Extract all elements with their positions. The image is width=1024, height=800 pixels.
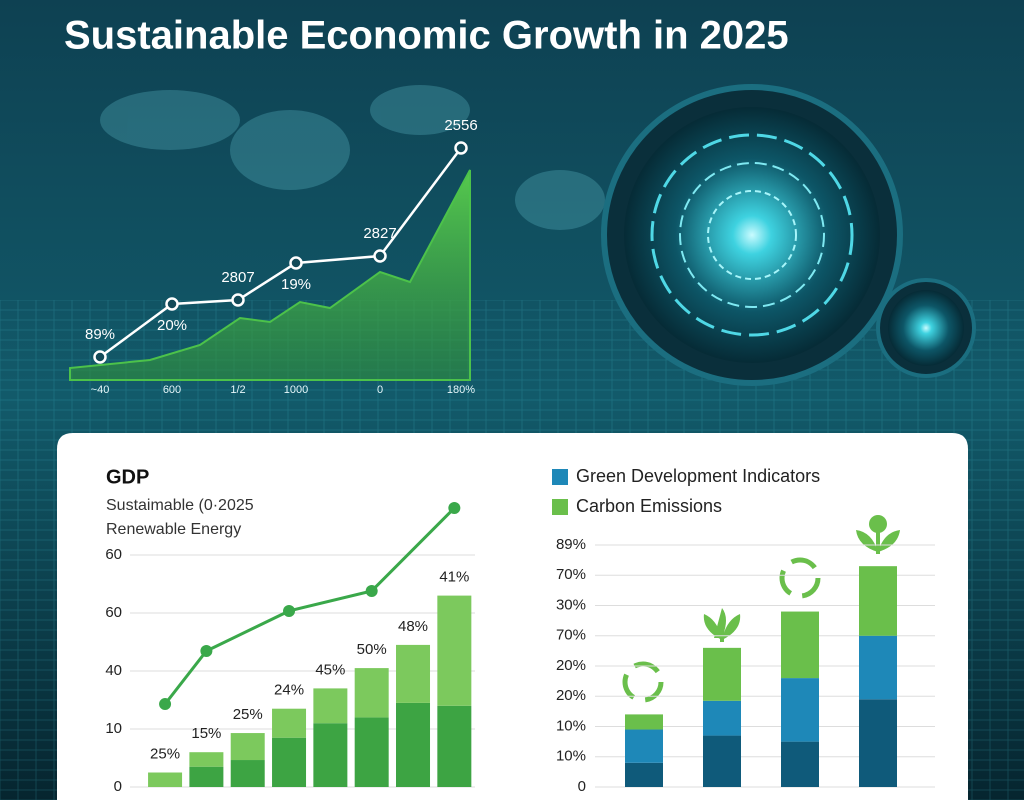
bar-label: 45% xyxy=(315,661,345,678)
legend-swatch xyxy=(552,469,568,485)
y-tick-label: 70% xyxy=(556,566,586,583)
x-tick-label: ~40 xyxy=(91,384,110,396)
point-label: 89% xyxy=(85,326,115,343)
bar-segment xyxy=(859,699,897,787)
point-label: 20% xyxy=(157,317,187,334)
y-tick-label: 70% xyxy=(556,627,586,644)
y-tick-label: 20% xyxy=(556,657,586,674)
y-tick-label: 0 xyxy=(578,778,586,795)
line-point xyxy=(165,297,179,311)
y-tick-label: 20% xyxy=(556,687,586,704)
point-label: 19% xyxy=(281,276,311,293)
bar-segment xyxy=(230,760,265,787)
bar-segment xyxy=(703,735,741,787)
card xyxy=(57,433,968,800)
bar-segment xyxy=(148,772,183,787)
line-point xyxy=(448,502,461,515)
legend-swatch xyxy=(552,499,568,515)
line xyxy=(99,147,462,359)
bar-segment xyxy=(625,729,663,763)
legend-label: Carbon Emissions xyxy=(576,496,722,516)
bar-label: 48% xyxy=(398,618,428,635)
bar-segment xyxy=(859,635,897,700)
y-tick-label: 10% xyxy=(556,717,586,734)
bar-segment xyxy=(230,733,265,761)
bar-segment xyxy=(859,566,897,636)
bar-segment xyxy=(437,595,472,706)
line-point xyxy=(231,293,245,307)
line-point xyxy=(283,604,296,617)
line-point xyxy=(93,350,107,364)
bar-segment xyxy=(189,766,224,787)
bar-label: 41% xyxy=(439,569,469,586)
x-tick-label: 180% xyxy=(447,384,475,396)
y-tick-label: 89% xyxy=(556,536,586,553)
bar-segment xyxy=(781,741,819,787)
point-label: 2827 xyxy=(363,225,396,242)
bar-label: 24% xyxy=(274,682,304,699)
bar-segment xyxy=(313,688,348,724)
bar-segment xyxy=(272,737,307,787)
bar-segment xyxy=(354,668,389,718)
eco-icons xyxy=(622,515,900,703)
y-tick-label: 40 xyxy=(105,662,122,679)
world-map xyxy=(100,85,605,230)
point-label: 2556 xyxy=(444,117,477,134)
chart-subtitle: Sustaimable (0·2025 xyxy=(106,497,254,514)
bar-segment xyxy=(437,705,472,787)
area xyxy=(69,169,471,381)
bar-segment xyxy=(781,678,819,742)
line-point xyxy=(159,698,172,711)
bar-segment xyxy=(703,647,741,701)
y-tick-label: 0 xyxy=(114,778,122,795)
bar-label: 50% xyxy=(357,641,387,658)
bar-segment xyxy=(703,700,741,736)
line-point xyxy=(200,644,213,657)
chart-title: GDP xyxy=(106,466,149,488)
bar-segment xyxy=(625,762,663,787)
bar-segment xyxy=(272,708,307,738)
bar-segment xyxy=(781,611,819,679)
chart-caption: Renewable Energy xyxy=(106,521,241,538)
y-tick-label: 10% xyxy=(556,748,586,765)
tech-orb xyxy=(601,84,976,386)
bar-segment xyxy=(396,644,431,703)
x-tick-label: 1/2 xyxy=(230,384,245,396)
legend-label: Green Development Indicators xyxy=(576,466,820,486)
bar-label: 25% xyxy=(233,706,263,723)
bar-segment xyxy=(625,714,663,730)
x-tick-label: 600 xyxy=(163,384,181,396)
bar-segment xyxy=(189,752,224,767)
bar-segment xyxy=(313,723,348,787)
x-tick-label: 1000 xyxy=(284,384,308,396)
y-tick-label: 60 xyxy=(105,546,122,563)
y-tick-label: 10 xyxy=(105,720,122,737)
y-tick-label: 60 xyxy=(105,604,122,621)
bar-label: 15% xyxy=(191,725,221,742)
line-point xyxy=(373,249,387,263)
x-tick-label: 0 xyxy=(377,384,383,396)
main-title: Sustainable Economic Growth in 2025 xyxy=(64,14,789,58)
y-tick-label: 30% xyxy=(556,596,586,613)
line-point xyxy=(454,141,468,155)
bar-segment xyxy=(396,702,431,787)
bar-label: 25% xyxy=(150,745,180,762)
line-point xyxy=(289,256,303,270)
point-label: 2807 xyxy=(221,269,254,286)
bar-segment xyxy=(354,717,389,787)
line-point xyxy=(365,584,378,597)
